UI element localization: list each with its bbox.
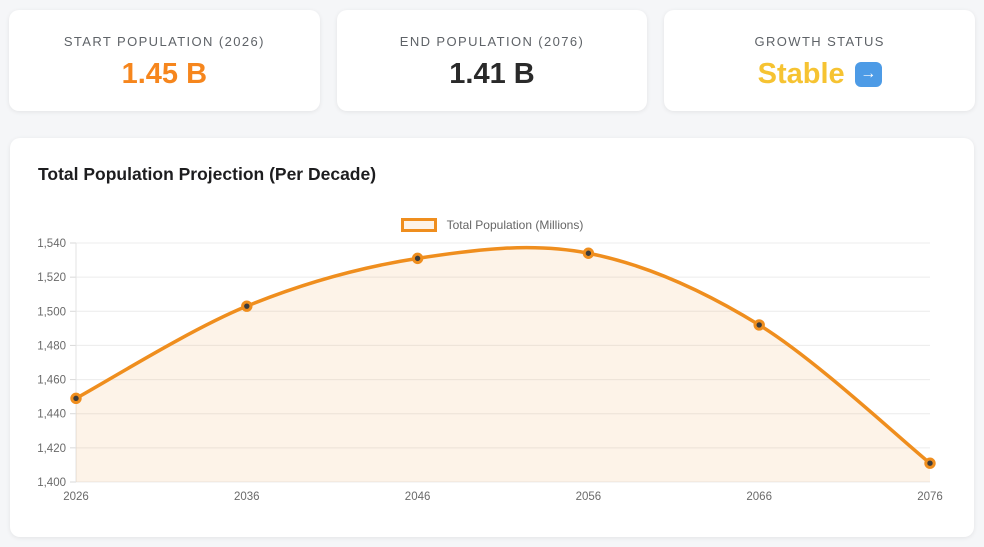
stat-value: 1.41 B: [337, 60, 648, 89]
stat-card-start-population: START POPULATION (2026) 1.45 B: [9, 10, 320, 111]
population-chart-card: Total Population Projection (Per Decade)…: [10, 138, 974, 537]
svg-text:1,400: 1,400: [37, 477, 66, 489]
stat-card-end-population: END POPULATION (2076) 1.41 B: [336, 10, 648, 111]
svg-text:2046: 2046: [405, 491, 431, 503]
svg-text:2036: 2036: [234, 491, 260, 503]
stat-value: Stable →: [664, 60, 975, 89]
stat-value-text: 1.45 B: [121, 58, 208, 90]
stat-value-text: Stable: [757, 58, 845, 90]
chart-plot-area[interactable]: 1,400 1,420 1,440 1,460 1,480 1,500 1,520 1,540…: [10, 233, 974, 520]
population-chart-svg[interactable]: 1,400 1,420 1,440 1,460 1,480 1,500 1,520 1,540…: [10, 233, 974, 515]
svg-text:2066: 2066: [746, 491, 772, 503]
arrow-right-icon: →: [854, 62, 882, 87]
svg-text:1,480: 1,480: [37, 340, 66, 352]
stat-value-text: 1.41 B: [449, 58, 535, 90]
svg-text:2056: 2056: [576, 491, 602, 503]
stat-label: START POPULATION (2026): [63, 34, 265, 49]
stat-card-growth-status: GROWTH STATUS Stable →: [664, 10, 976, 111]
chart-legend[interactable]: Total Population (Millions): [10, 217, 974, 233]
legend-swatch-icon: [400, 218, 437, 232]
svg-text:1,420: 1,420: [37, 443, 66, 455]
svg-text:2076: 2076: [917, 491, 943, 503]
svg-text:1,460: 1,460: [37, 375, 66, 387]
stat-label: END POPULATION (2076): [399, 34, 585, 49]
legend-label: Total Population (Millions): [446, 218, 584, 232]
svg-text:1,540: 1,540: [37, 238, 66, 250]
svg-text:1,520: 1,520: [37, 272, 66, 284]
stats-row: START POPULATION (2026) 1.45 B END POPUL…: [0, 0, 984, 111]
chart-title: Total Population Projection (Per Decade): [38, 164, 377, 184]
stat-label: GROWTH STATUS: [754, 34, 885, 49]
svg-text:2026: 2026: [63, 491, 89, 503]
stat-value: 1.45 B: [9, 60, 320, 89]
svg-text:1,440: 1,440: [37, 409, 66, 421]
svg-text:1,500: 1,500: [37, 306, 66, 318]
